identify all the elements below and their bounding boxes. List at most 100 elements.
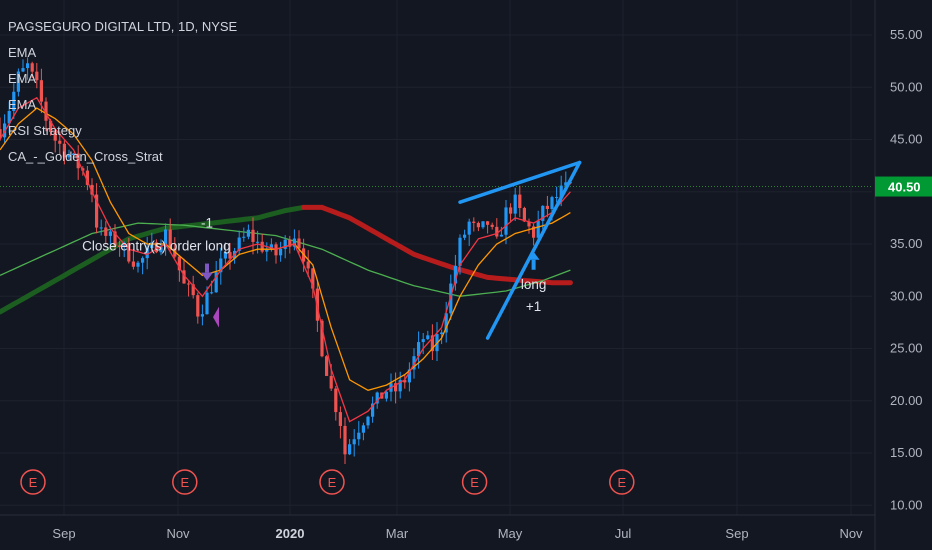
time-axis-label: Jul: [615, 526, 632, 541]
price-axis-label: 30.00: [890, 288, 923, 303]
candle-body: [21, 68, 25, 72]
trendline-upper[interactable]: [458, 160, 582, 204]
candle-body: [486, 221, 490, 225]
candle-body: [187, 283, 191, 285]
time-axis-label: Nov: [839, 526, 863, 541]
candle-body: [90, 184, 94, 195]
candle-body: [481, 221, 485, 228]
candle-body: [509, 207, 513, 214]
price-axis-label: 20.00: [890, 393, 923, 408]
candle-body: [421, 339, 425, 343]
candle-body: [325, 356, 329, 376]
earnings-marker[interactable]: [20, 469, 46, 495]
candle-body: [283, 239, 287, 249]
strategy-annotation: +1: [526, 299, 541, 314]
candle-body: [495, 226, 499, 237]
last-price-label: 40.50: [888, 180, 921, 195]
candle-body: [154, 242, 158, 253]
candle-body: [214, 272, 218, 293]
candle-body: [532, 226, 536, 238]
earnings-marker[interactable]: [319, 469, 345, 495]
candle-body: [527, 221, 531, 227]
candle-body: [430, 335, 434, 352]
candle-body: [499, 234, 503, 237]
time-axis-label: Sep: [725, 526, 748, 541]
candle-body: [196, 295, 200, 317]
candle-body: [228, 252, 232, 259]
buy-signal-arrow: [531, 259, 536, 270]
candle-body: [237, 237, 241, 251]
candle-body: [39, 80, 43, 102]
strategy-annotation: long: [521, 277, 547, 292]
candle-body: [7, 111, 11, 124]
trendline-lower[interactable]: [485, 160, 582, 340]
candle-body: [559, 185, 563, 197]
candle-body: [49, 120, 53, 132]
candle-body: [99, 227, 103, 229]
earnings-marker[interactable]: [172, 469, 198, 495]
candle-body: [518, 194, 522, 209]
candle-body: [265, 249, 269, 252]
candle-body: [44, 101, 48, 121]
candle-body: [251, 229, 255, 242]
candle-body: [279, 248, 283, 256]
candle-body: [246, 229, 250, 237]
candle-body: [467, 221, 471, 235]
candle-body: [407, 369, 411, 383]
candle-body: [67, 155, 71, 158]
candle-body: [72, 153, 76, 156]
candle-body: [168, 229, 172, 249]
candle-body: [113, 231, 117, 246]
candle-body: [306, 261, 310, 269]
golden-cross-slow-line: [301, 204, 573, 286]
candle-body: [30, 63, 34, 72]
earnings-label: E: [617, 475, 626, 490]
candle-body: [297, 238, 301, 249]
price-axis-label: 55.00: [890, 27, 923, 42]
candle-body: [150, 242, 154, 249]
candle-body: [58, 140, 62, 144]
time-axis-label: Sep: [52, 526, 75, 541]
candle-body: [260, 241, 264, 252]
candle-body: [384, 391, 388, 399]
candle-body: [256, 241, 260, 243]
candle-body: [338, 412, 342, 426]
sell-signal-arrow: [205, 263, 209, 273]
candle-body: [320, 320, 324, 357]
candle-body: [177, 256, 181, 271]
earnings-marker[interactable]: [461, 469, 488, 495]
ema-fast-line: [0, 96, 571, 423]
candle-body: [205, 292, 209, 315]
price-axis-label: 35.00: [890, 236, 923, 251]
candle-body: [545, 205, 549, 209]
candle-body: [522, 208, 526, 222]
candle-body: [352, 439, 356, 445]
candle-body: [191, 284, 195, 296]
candle-body: [504, 207, 508, 235]
candle-body: [311, 268, 315, 289]
candle-body: [131, 261, 135, 267]
candle-body: [426, 335, 430, 340]
candle-body: [440, 332, 444, 335]
candle-body: [108, 231, 112, 236]
candle-body: [118, 245, 122, 247]
earnings-label: E: [470, 475, 479, 490]
candle-body: [541, 205, 545, 221]
candle-body: [490, 224, 494, 227]
candle-body: [417, 342, 421, 357]
candle-body: [329, 375, 333, 389]
price-axis-label: 10.00: [890, 497, 923, 512]
candle-body: [136, 262, 140, 267]
earnings-marker[interactable]: [609, 469, 635, 495]
price-axis-label: 45.00: [890, 132, 923, 147]
time-axis-label: Nov: [166, 526, 190, 541]
candle-body: [53, 131, 57, 141]
candle-body: [62, 143, 66, 158]
earnings-label: E: [180, 475, 189, 490]
candle-body: [550, 197, 554, 209]
strategy-annotation: -1: [201, 215, 213, 230]
candle-body: [463, 234, 467, 238]
candle-body: [26, 63, 30, 69]
